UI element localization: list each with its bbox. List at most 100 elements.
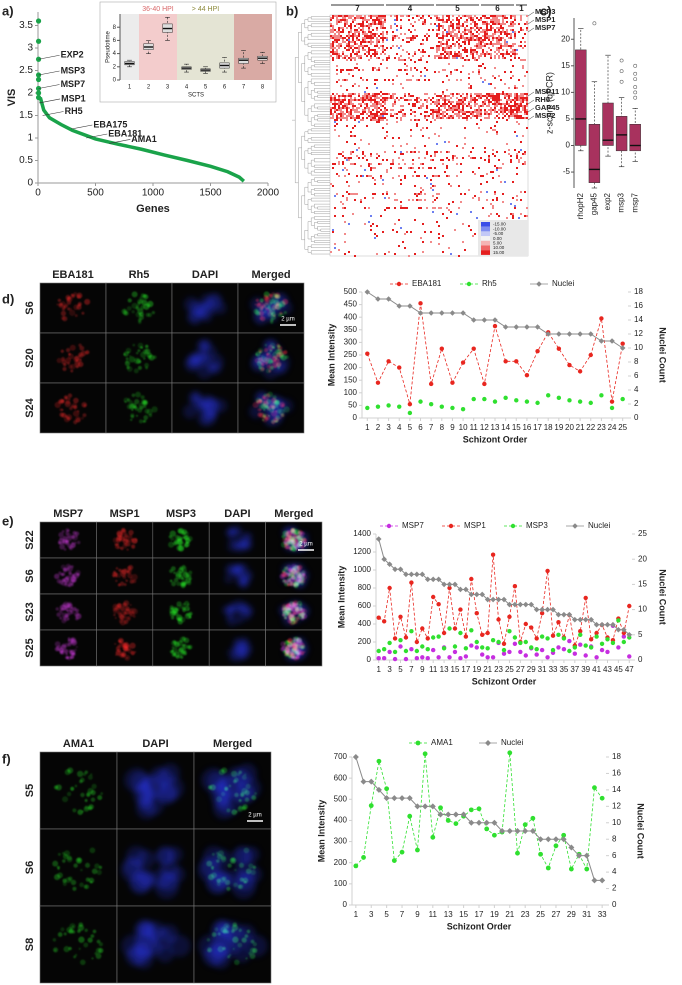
- data-point: [589, 353, 593, 357]
- heatmap-cell: [376, 53, 378, 55]
- spot: [127, 566, 131, 570]
- spot: [208, 354, 224, 370]
- heatmap-cell: [510, 93, 512, 95]
- heatmap-cell: [490, 27, 492, 29]
- heatmap-cell: [456, 107, 458, 109]
- heatmap-cell: [486, 181, 488, 183]
- heatmap-cell: [372, 197, 374, 199]
- heatmap-cell: [368, 109, 370, 111]
- heatmap-cell: [430, 187, 432, 189]
- heatmap-cell: [382, 97, 384, 99]
- heatmap-cell: [468, 103, 470, 105]
- heatmap-cell: [498, 47, 500, 49]
- heatmap-cell: [510, 71, 512, 73]
- heatmap-cell: [380, 63, 382, 65]
- heatmap-cell: [422, 39, 424, 41]
- heatmap-cell: [430, 103, 432, 105]
- heatmap-cell: [498, 41, 500, 43]
- heatmap-cell: [464, 103, 466, 105]
- heatmap-cell: [398, 219, 400, 221]
- spot: [77, 771, 83, 777]
- outlier: [620, 59, 623, 62]
- heatmap-cell: [428, 79, 430, 81]
- heatmap-cell: [460, 109, 462, 111]
- x-tick-label: 20: [565, 423, 574, 432]
- spot: [123, 856, 143, 876]
- heatmap-cell: [372, 99, 374, 101]
- heatmap-cell: [386, 39, 388, 41]
- heatmap-cell: [456, 69, 458, 71]
- heatmap-cell: [362, 47, 364, 49]
- spot: [57, 358, 62, 363]
- data-point: [376, 404, 380, 408]
- spot: [135, 306, 138, 309]
- heatmap-cell: [484, 33, 486, 35]
- heatmap-cell: [478, 95, 480, 97]
- heatmap-cell: [494, 101, 496, 103]
- heatmap-cell: [418, 167, 420, 169]
- heatmap-cell: [444, 55, 446, 57]
- spot: [53, 938, 56, 941]
- heatmap-cell: [482, 15, 484, 17]
- heatmap-cell: [344, 107, 346, 109]
- x-tick-label: 10: [459, 423, 468, 432]
- heatmap-cell: [474, 35, 476, 37]
- heatmap-cell: [446, 217, 448, 219]
- heatmap-cell: [482, 31, 484, 33]
- data-point: [418, 310, 424, 316]
- heatmap-cell: [466, 97, 468, 99]
- heatmap-cell: [524, 59, 526, 61]
- heatmap-cell: [492, 33, 494, 35]
- heatmap-cell: [458, 31, 460, 33]
- heatmap-cell: [452, 159, 454, 161]
- heatmap-cell: [336, 109, 338, 111]
- heatmap-cell: [500, 45, 502, 47]
- heatmap-cell: [498, 37, 500, 39]
- heatmap-cell: [436, 105, 438, 107]
- heatmap-cell: [332, 99, 334, 101]
- heatmap-cell: [436, 197, 438, 199]
- data-point: [557, 396, 561, 400]
- heatmap-cell: [514, 95, 516, 97]
- spot: [143, 420, 146, 423]
- heatmap-cell: [490, 83, 492, 85]
- channel-label: Merged: [251, 269, 290, 281]
- heatmap-cell: [376, 119, 378, 121]
- heatmap-cell: [464, 15, 466, 17]
- heatmap-cell: [348, 47, 350, 49]
- heatmap-cell: [450, 103, 452, 105]
- heatmap-cell: [498, 29, 500, 31]
- heatmap-cell: [486, 93, 488, 95]
- spot: [91, 798, 95, 802]
- heatmap-cell: [342, 69, 344, 71]
- heatmap-cell: [370, 97, 372, 99]
- heatmap-cell: [526, 27, 528, 29]
- heatmap-cell: [382, 27, 384, 29]
- heatmap-cell: [402, 207, 404, 209]
- heatmap-cell: [460, 37, 462, 39]
- spot: [54, 574, 59, 579]
- heatmap-cell: [448, 159, 450, 161]
- data-point: [386, 359, 390, 363]
- heatmap-cell: [334, 107, 336, 109]
- heatmap-cell: [336, 99, 338, 101]
- spot: [58, 932, 63, 937]
- heatmap-cell: [336, 193, 338, 195]
- spot: [129, 404, 135, 410]
- heatmap-cell: [436, 117, 438, 119]
- heatmap-cell: [456, 93, 458, 95]
- heatmap-cell: [414, 171, 416, 173]
- data-point: [620, 345, 626, 351]
- scale-swatch: [481, 231, 490, 236]
- spot: [139, 419, 143, 423]
- heatmap-cell: [406, 79, 408, 81]
- heatmap-cell: [376, 113, 378, 115]
- heatmap-cell: [448, 19, 450, 21]
- heatmap-cell: [348, 107, 350, 109]
- heatmap-cell: [514, 55, 516, 57]
- heatmap-cell: [362, 109, 364, 111]
- heatmap-cell: [372, 113, 374, 115]
- outlier: [634, 91, 637, 94]
- heatmap-cell: [512, 115, 514, 117]
- y-axis-title: Pseudotime: [106, 30, 112, 62]
